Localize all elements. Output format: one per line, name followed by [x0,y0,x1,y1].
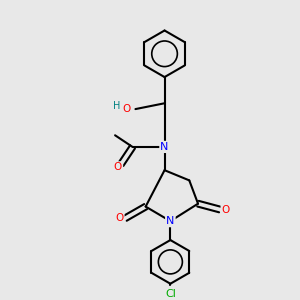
Text: N: N [160,142,169,152]
Text: O: O [123,104,131,114]
Text: N: N [166,216,175,226]
Text: O: O [114,162,122,172]
Text: H: H [113,101,120,111]
Text: Cl: Cl [165,289,176,299]
Text: O: O [222,205,230,214]
Text: O: O [115,213,124,223]
